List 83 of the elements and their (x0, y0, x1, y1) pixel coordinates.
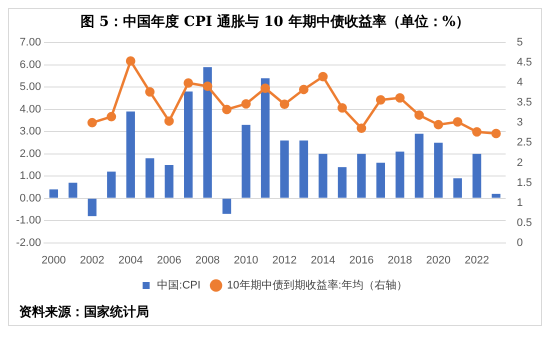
y-tick-label: 7.00 (20, 36, 42, 49)
x-tick-label: 2018 (388, 254, 412, 266)
y-tick-label: 6.00 (20, 58, 42, 71)
point (126, 56, 136, 66)
point (260, 83, 270, 93)
point (318, 72, 328, 82)
point (491, 128, 501, 138)
bar (396, 152, 404, 198)
bar (414, 134, 424, 198)
bar (472, 154, 482, 198)
y2-tick-label: 0.5 (516, 216, 532, 229)
y2-tick-label: 3 (516, 116, 523, 129)
y2-tick-label: 2.5 (516, 136, 532, 149)
x-tick-label: 2000 (41, 254, 66, 266)
y2-tick-label: 0 (516, 236, 523, 249)
point (337, 103, 347, 113)
bar (453, 178, 462, 198)
x-tick-label: 2006 (156, 254, 182, 266)
point (452, 117, 462, 127)
bar (68, 182, 78, 198)
y-tick-label: 2.00 (20, 148, 42, 160)
legend-label: 10年期中债到期收益率:年均（右轴） (227, 278, 408, 292)
point (164, 116, 174, 126)
x-tick-label: 2014 (310, 254, 336, 266)
point (414, 110, 424, 120)
bar (434, 142, 443, 198)
bar (107, 172, 116, 198)
bar (492, 194, 500, 198)
chart-title: 图 5：中国年度 CPI 通胀与 10 年期中债收益率（单位：%） (79, 12, 471, 32)
point (145, 87, 155, 97)
bar (338, 167, 347, 198)
bar (280, 140, 289, 198)
legend-label: 中国:CPI (157, 278, 201, 292)
y2-tick-label: 1 (516, 196, 523, 209)
point (280, 100, 290, 110)
bar (203, 67, 212, 198)
bar (164, 164, 174, 198)
y2-tick-label: 4 (516, 76, 523, 89)
point (106, 112, 116, 122)
x-tick-label: 2002 (80, 254, 104, 266)
point (376, 95, 386, 105)
x-tick-label: 2010 (234, 254, 258, 266)
point (472, 127, 482, 137)
y-tick-label: -2.00 (16, 236, 42, 249)
bar (184, 92, 193, 198)
y2-tick-label: 2 (516, 156, 523, 169)
bar (49, 189, 58, 198)
point (356, 124, 366, 134)
bar (260, 78, 270, 198)
bar (126, 112, 135, 198)
point (222, 104, 232, 114)
x-tick-label: 2012 (272, 254, 297, 266)
point (241, 99, 251, 109)
y-tick-label: 0.00 (20, 192, 42, 204)
point (395, 93, 405, 103)
text: 资料来源：国家统计局 (18, 304, 150, 322)
point (87, 118, 97, 128)
y2-tick-label: 4.5 (516, 56, 532, 69)
point (298, 84, 308, 94)
y-tick-label: -1.00 (16, 214, 42, 227)
bar (222, 198, 232, 214)
bar (376, 162, 386, 198)
point (184, 78, 194, 88)
y2-tick-label: 5 (516, 36, 523, 49)
x-tick-label: 2008 (195, 254, 220, 266)
x-tick-label: 2004 (118, 254, 143, 266)
x-tick-label: 2020 (426, 254, 451, 266)
bar (318, 154, 328, 198)
y-tick-label: 4.00 (20, 103, 42, 116)
bar (242, 124, 250, 198)
bar (299, 140, 308, 198)
bar (88, 198, 96, 216)
point (202, 81, 212, 91)
y-tick-label: 1.00 (20, 170, 42, 182)
y2-tick-label: 3.5 (516, 96, 532, 109)
y-tick-label: 3.00 (20, 126, 42, 138)
bar (357, 154, 366, 198)
y2-tick-label: 1.5 (516, 176, 532, 189)
x-tick-label: 2016 (349, 254, 374, 266)
y-tick-label: 5.00 (20, 81, 42, 94)
point (434, 120, 444, 130)
bar (146, 158, 154, 198)
x-tick-label: 2022 (464, 254, 490, 266)
